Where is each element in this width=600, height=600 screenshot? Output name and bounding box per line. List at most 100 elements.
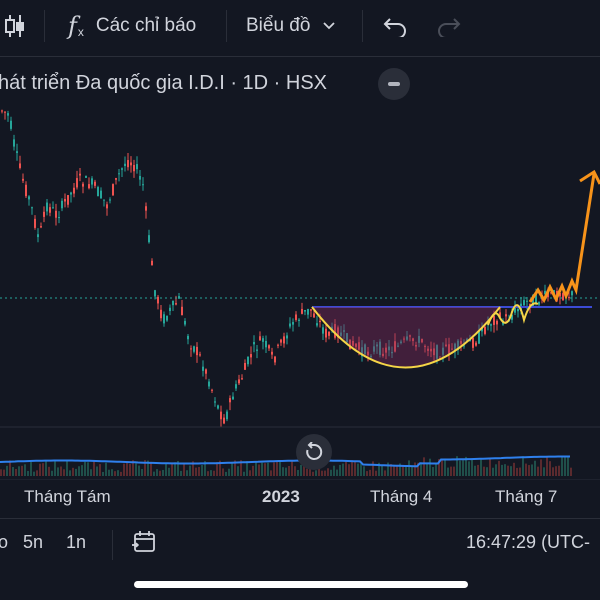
volume-bar <box>399 463 401 476</box>
volume-bar <box>15 469 17 476</box>
candle-body <box>481 327 483 332</box>
candle-body <box>34 218 36 228</box>
collapse-legend-button[interactable] <box>378 68 410 100</box>
candle-body <box>166 315 168 321</box>
volume-bar <box>396 465 398 476</box>
candle-body <box>61 200 63 209</box>
candle-body <box>400 341 402 344</box>
volume-bar <box>225 471 227 476</box>
volume-bar <box>294 466 296 476</box>
volume-bar <box>552 467 554 476</box>
candle-body <box>217 405 219 409</box>
volume-bar <box>354 460 356 476</box>
candle-body <box>160 309 162 319</box>
volume-bar <box>231 462 233 476</box>
candle-body <box>301 308 303 314</box>
price-chart[interactable] <box>0 100 600 480</box>
volume-bar <box>270 470 272 476</box>
indicators-label: Các chỉ báo <box>95 15 197 36</box>
volume-bar <box>6 465 8 476</box>
clock-readout[interactable]: 16:47:29 (UTC- <box>466 532 591 552</box>
candle-body <box>463 345 465 347</box>
candle-body <box>220 411 222 420</box>
candle-body <box>214 401 216 403</box>
volume-bar <box>330 469 332 476</box>
volume-bar <box>162 469 164 476</box>
volume-bar <box>489 457 491 476</box>
candle-body <box>49 207 51 213</box>
volume-bar <box>297 469 299 476</box>
volume-bar <box>219 460 221 476</box>
volume-bar <box>360 463 362 476</box>
candle-body <box>388 346 390 351</box>
candle-body <box>235 384 237 389</box>
projection-line <box>528 173 596 304</box>
candle-body <box>421 338 423 343</box>
volume-bar <box>228 468 230 476</box>
candle-body <box>16 151 18 153</box>
volume-bar <box>63 469 65 476</box>
candle-body <box>415 344 417 347</box>
candle-body <box>175 303 177 305</box>
candle-body <box>523 300 525 306</box>
reset-chart-button[interactable] <box>296 434 332 470</box>
volume-bar <box>561 456 563 476</box>
volume-bar <box>531 464 533 476</box>
redo-button[interactable] <box>436 0 462 52</box>
top-toolbar: f x Các chỉ báo Biểu đồ <box>0 0 600 52</box>
candle-body <box>82 183 84 187</box>
volume-bar <box>177 460 179 476</box>
candle-body <box>13 139 15 147</box>
indicators-button[interactable]: f x Các chỉ báo <box>68 0 196 52</box>
undo-button[interactable] <box>382 0 408 52</box>
candle-body <box>466 338 468 342</box>
volume-bar <box>105 462 107 476</box>
volume-bar <box>447 467 449 476</box>
volume-bar <box>405 466 407 476</box>
volume-bar <box>87 462 89 476</box>
range-partial-button[interactable]: o <box>0 532 9 552</box>
volume-bar <box>393 466 395 476</box>
volume-bar <box>321 470 323 476</box>
candle-body <box>382 353 384 356</box>
volume-bar <box>324 470 326 476</box>
candle-body <box>238 379 240 384</box>
candle-body <box>397 345 399 347</box>
range-1n-button[interactable]: 1n <box>66 532 87 552</box>
volume-bar <box>288 465 290 476</box>
volume-bar <box>498 460 500 476</box>
candle-body <box>337 327 339 338</box>
candles-icon[interactable] <box>4 0 26 52</box>
volume-bar <box>246 461 248 476</box>
volume-bar <box>237 466 239 476</box>
candle-body <box>106 204 108 209</box>
volume-bar <box>282 467 284 476</box>
volume-bar <box>432 466 434 476</box>
volume-bar <box>384 470 386 476</box>
candle-body <box>532 295 534 307</box>
candle-body <box>265 341 267 348</box>
volume-bar <box>123 463 125 476</box>
candle-body <box>178 296 180 299</box>
candle-body <box>391 351 393 354</box>
range-5n-button[interactable]: 5n <box>23 532 44 552</box>
candle-body <box>325 328 327 338</box>
volume-bar <box>495 464 497 476</box>
candle-body <box>133 165 135 172</box>
volume-bar <box>567 457 569 476</box>
volume-bar <box>327 468 329 476</box>
candle-body <box>130 162 132 166</box>
candle-body <box>247 356 249 365</box>
candle-body <box>322 327 324 334</box>
chart-type-button[interactable]: Biểu đồ <box>246 0 336 52</box>
candle-body <box>172 300 174 306</box>
candle-body <box>259 336 261 341</box>
candle-body <box>289 323 291 327</box>
candle-body <box>493 315 495 325</box>
candle-body <box>124 163 126 167</box>
volume-bar <box>414 462 416 476</box>
date-range-button[interactable] <box>132 530 158 559</box>
volume-bar <box>84 461 86 476</box>
volume-bar <box>66 461 68 476</box>
volume-bar <box>378 462 380 476</box>
